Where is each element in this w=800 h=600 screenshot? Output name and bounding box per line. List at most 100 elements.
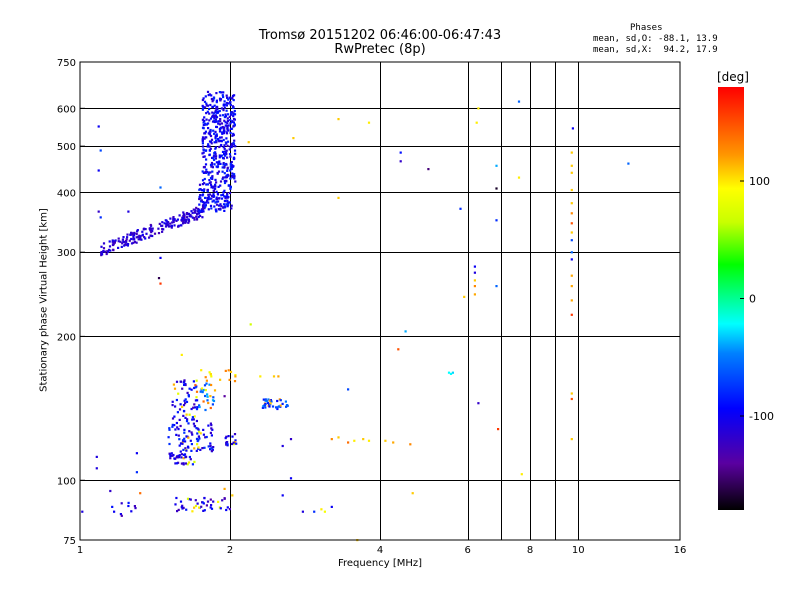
- scatter-point: [217, 200, 220, 203]
- scatter-point: [229, 127, 232, 130]
- scatter-point: [279, 399, 282, 402]
- scatter-point: [179, 424, 182, 428]
- scatter-point: [214, 136, 217, 139]
- scatter-point: [225, 149, 228, 152]
- scatter-point: [131, 233, 134, 236]
- scatter-point: [229, 155, 232, 158]
- scatter-point: [219, 184, 222, 187]
- scatter-point: [233, 443, 236, 446]
- scatter-point: [137, 238, 140, 241]
- scatter-point: [210, 185, 213, 188]
- scatter-point: [230, 161, 233, 164]
- scatter-point: [263, 404, 267, 407]
- scatter-point: [214, 187, 217, 190]
- scatter-point: [184, 416, 187, 419]
- scatter-point: [473, 279, 476, 282]
- scatter-point: [337, 196, 340, 199]
- scatter-point: [201, 179, 205, 182]
- scatter-point: [213, 158, 216, 161]
- scatter-point: [209, 204, 213, 207]
- scatter-point: [181, 441, 184, 444]
- scatter-point: [223, 104, 226, 107]
- scatter-point: [223, 163, 226, 167]
- scatter-point: [107, 248, 111, 251]
- scatter-point: [222, 162, 225, 165]
- scatter-point: [477, 107, 480, 110]
- scatter-point: [184, 462, 187, 465]
- scatter-point: [225, 152, 228, 155]
- scatter-point: [163, 222, 166, 225]
- scatter-point: [262, 405, 265, 408]
- scatter-point: [232, 99, 235, 102]
- scatter-point: [208, 130, 211, 133]
- scatter-point: [222, 157, 225, 160]
- scatter-point: [225, 153, 228, 156]
- scatter-point: [268, 405, 271, 408]
- scatter-point: [187, 461, 191, 464]
- scatter-point: [202, 121, 205, 124]
- scatter-point: [187, 221, 190, 224]
- scatter-point: [209, 395, 212, 398]
- scatter-point: [136, 230, 139, 233]
- scatter-point: [204, 394, 207, 398]
- scatter-point: [223, 147, 226, 150]
- scatter-point: [210, 207, 213, 210]
- scatter-point: [180, 456, 183, 459]
- scatter-point: [204, 201, 207, 204]
- scatter-point: [99, 216, 102, 219]
- scatter-point: [230, 207, 233, 210]
- scatter-point: [190, 431, 193, 434]
- y-tick-label: 100: [57, 476, 76, 487]
- scatter-point: [214, 147, 217, 150]
- scatter-point: [149, 229, 152, 232]
- scatter-point: [208, 107, 211, 111]
- scatter-point: [212, 446, 215, 449]
- scatter-point: [210, 427, 213, 430]
- scatter-point: [178, 438, 181, 441]
- scatter-point: [136, 235, 140, 238]
- scatter-point: [127, 243, 130, 246]
- scatter-point: [176, 426, 179, 429]
- scatter-point: [235, 442, 238, 445]
- scatter-point: [135, 471, 138, 474]
- scatter-point: [209, 373, 212, 376]
- scatter-point: [159, 186, 162, 189]
- scatter-point: [570, 392, 573, 395]
- scatter-point: [190, 215, 193, 218]
- scatter-point: [215, 203, 219, 206]
- scatter-point: [209, 442, 212, 445]
- scatter-point: [202, 509, 205, 512]
- scatter-point: [219, 126, 223, 129]
- scatter-point: [227, 140, 230, 143]
- scatter-point: [174, 428, 177, 431]
- scatter-point: [203, 384, 207, 387]
- scatter-point: [209, 431, 212, 434]
- scatter-point: [172, 216, 175, 219]
- scatter-point: [199, 194, 202, 197]
- scatter-point: [145, 232, 148, 235]
- scatter-point: [184, 398, 187, 401]
- scatter-point: [223, 179, 226, 182]
- scatter-point: [119, 513, 122, 516]
- scatter-point: [219, 98, 223, 101]
- scatter-point: [269, 402, 272, 405]
- scatter-point: [215, 165, 218, 168]
- scatter-point: [210, 161, 214, 165]
- scatter-point: [222, 114, 225, 117]
- scatter-point: [272, 375, 276, 378]
- scatter-point: [133, 505, 136, 508]
- scatter-point: [211, 111, 214, 114]
- scatter-point: [183, 409, 186, 413]
- scatter-point: [196, 210, 199, 213]
- scatter-point: [198, 405, 201, 409]
- scatter-point: [209, 176, 213, 180]
- scatter-point: [201, 204, 205, 207]
- scatter-point: [271, 405, 275, 408]
- phases-x-mode-stats: mean, sd,X: 94.2, 17.9: [593, 45, 718, 55]
- scatter-point: [215, 107, 218, 110]
- scatter-point: [204, 376, 207, 379]
- scatter-point: [229, 103, 232, 106]
- scatter-point: [217, 204, 221, 207]
- scatter-point: [202, 189, 205, 192]
- scatter-point: [188, 430, 191, 433]
